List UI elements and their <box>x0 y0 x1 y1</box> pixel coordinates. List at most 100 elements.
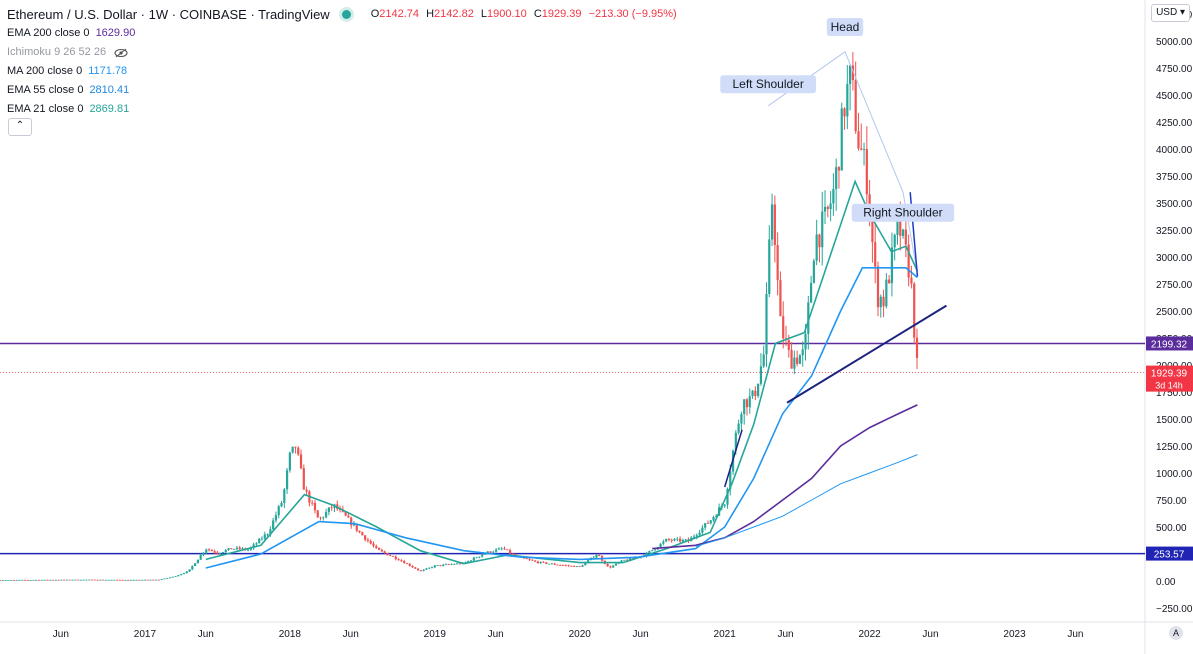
y-tick-label: 4000.00 <box>1156 145 1193 156</box>
indicator-value: 1171.78 <box>88 65 128 77</box>
indicator-ema55[interactable]: EMA 55 close 0 2810.41 <box>7 81 681 100</box>
candle-body <box>124 579 127 581</box>
candle-body <box>592 557 595 559</box>
candle-body <box>260 538 264 540</box>
candle-body <box>79 579 82 581</box>
candle-body <box>695 535 698 537</box>
candle-body <box>160 579 163 581</box>
candle-body <box>436 565 439 566</box>
candle-body <box>280 502 283 507</box>
ma-series-line <box>205 267 918 569</box>
y-tick-label: 3250.00 <box>1156 226 1193 237</box>
candle-body <box>595 555 598 558</box>
auto-scale-button[interactable]: A <box>1169 626 1183 640</box>
indicator-ema200[interactable]: EMA 200 close 0 1629.90 <box>7 24 681 43</box>
candle-body <box>483 553 487 555</box>
candle-body <box>631 557 634 559</box>
candle-body <box>837 167 841 171</box>
candle-body <box>46 579 49 581</box>
candle-body <box>43 579 46 581</box>
candle-body <box>422 569 425 571</box>
candle-body <box>157 579 160 581</box>
candle-body <box>573 565 576 567</box>
y-tick-label: 2500.00 <box>1156 307 1193 318</box>
candle-body <box>676 538 679 540</box>
candle-body <box>132 579 135 581</box>
candle-body <box>444 564 448 566</box>
annotation-box <box>720 75 817 94</box>
y-tick-label: 5000.00 <box>1156 37 1193 48</box>
indicator-ichimoku[interactable]: Ichimoku 9 26 52 26 <box>7 43 681 62</box>
candle-body <box>467 560 470 563</box>
candle-body <box>818 234 821 248</box>
candle-body <box>146 579 149 581</box>
candle-body <box>149 579 152 581</box>
annotation-label: Right Shoulder <box>863 206 942 220</box>
candle-body <box>174 576 177 578</box>
candle-body <box>896 218 899 235</box>
indicator-ma200[interactable]: MA 200 close 0 1171.78 <box>7 62 681 81</box>
candle-body <box>768 239 771 294</box>
candle-body <box>692 536 696 538</box>
candle-body <box>832 188 835 204</box>
candle-body <box>255 543 258 545</box>
candle-body <box>907 244 910 278</box>
candle-body <box>913 283 916 338</box>
collapse-legend-button[interactable]: ⌃ <box>8 118 32 136</box>
candle-body <box>233 548 236 550</box>
candle-body <box>372 543 375 546</box>
candle-body <box>238 547 241 550</box>
neckline <box>786 304 947 404</box>
candle-body <box>447 564 450 566</box>
candle-body <box>709 520 712 524</box>
candle-body <box>575 566 579 568</box>
ma-series-line <box>205 179 919 565</box>
candle-body <box>216 552 219 554</box>
candle-body <box>299 454 303 469</box>
candle-body <box>127 579 130 581</box>
candle-body <box>745 399 749 408</box>
ohlc-high-label: H <box>426 8 435 20</box>
bar-countdown-label: 3d 14h <box>1155 381 1183 391</box>
candle-body <box>779 280 782 317</box>
candle-body <box>224 549 227 553</box>
candle-body <box>241 548 244 550</box>
indicator-name: Ichimoku 9 26 52 26 <box>7 46 107 58</box>
candle-body <box>414 567 417 569</box>
candle-body <box>823 206 827 212</box>
candle-body <box>191 566 194 570</box>
candle-body <box>879 296 882 308</box>
candle-body <box>283 489 286 503</box>
candle-body <box>511 553 514 555</box>
indicator-ema21[interactable]: EMA 21 close 0 2869.81 <box>7 100 681 119</box>
ohlc-open-value: 2142.74 <box>379 8 420 20</box>
x-tick-label: 2023 <box>1003 629 1026 640</box>
candle-body <box>37 579 41 581</box>
hidden-eye-icon[interactable] <box>114 48 128 58</box>
candle-body <box>23 579 27 581</box>
x-tick-label: Jun <box>777 629 793 640</box>
candle-body <box>141 579 144 581</box>
ohlc-open-label: O <box>370 8 380 20</box>
candle-body <box>305 489 308 492</box>
level-price-tag <box>1146 546 1193 561</box>
candle-body <box>168 577 172 579</box>
candle-body <box>194 563 197 567</box>
current-price-label: 1929.39 <box>1151 369 1188 380</box>
indicator-value: 1629.90 <box>95 27 136 39</box>
symbol-title[interactable]: Ethereum / U.S. Dollar · 1W · COINBASE ·… <box>7 7 330 22</box>
candle-body <box>403 561 406 564</box>
candle-body <box>96 579 99 581</box>
candle-body <box>330 507 333 509</box>
candle-body <box>344 511 347 516</box>
currency-button[interactable]: USD ▾ <box>1151 4 1190 22</box>
annotation-box <box>851 203 955 222</box>
candle-body <box>397 559 400 561</box>
candle-body <box>804 334 807 350</box>
x-tick-label: Jun <box>1067 629 1083 640</box>
candle-body <box>389 555 392 557</box>
candle-body <box>269 529 272 535</box>
candle-body <box>890 247 894 284</box>
candle-body <box>188 569 191 572</box>
